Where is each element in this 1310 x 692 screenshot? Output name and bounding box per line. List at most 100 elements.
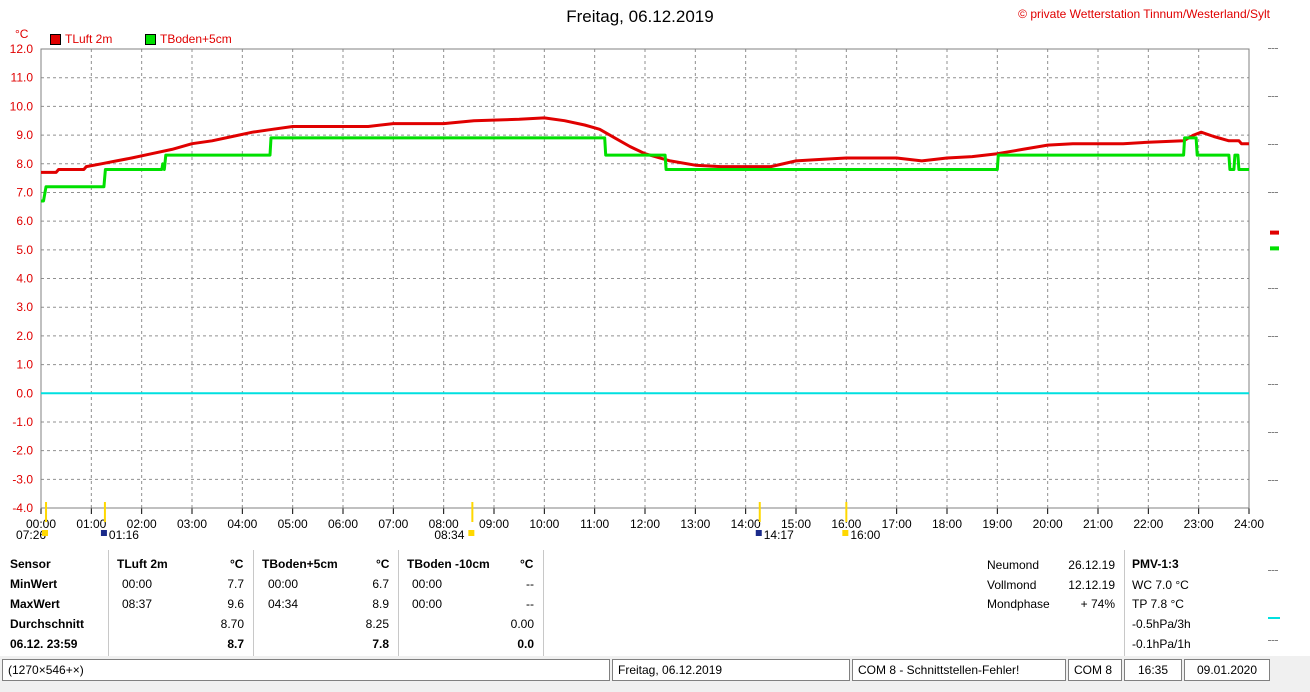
tluft-head: TLuft 2m — [117, 557, 168, 571]
legend-item-tboden: TBoden+5cm — [145, 32, 232, 46]
column-divider — [108, 550, 109, 656]
right-current-marker — [1270, 230, 1279, 235]
x-tick-label: 22:00 — [1133, 517, 1163, 531]
event-marker-label: 01:16 — [109, 528, 139, 542]
column-divider — [1124, 550, 1125, 656]
moon-label-full: Vollmond — [987, 578, 1037, 592]
status-today: 09.01.2020 — [1184, 659, 1270, 681]
y-tick-label: 4.0 — [16, 272, 33, 286]
tluft-min-value: 7.7 — [227, 577, 244, 591]
tboden5-avg-value: 8.25 — [365, 617, 389, 631]
status-error: COM 8 - Schnittstellen-Fehler! — [852, 659, 1066, 681]
column-divider — [543, 550, 544, 656]
x-tick-label: 23:00 — [1184, 517, 1214, 531]
stats-row-min: MinWert — [10, 577, 58, 591]
event-marker-label: 07:26 — [16, 528, 46, 542]
pmv-line: -0.1hPa/1h — [1132, 637, 1191, 651]
x-tick-label: 20:00 — [1033, 517, 1063, 531]
right-current-marker — [1270, 246, 1279, 251]
event-marker-box — [842, 530, 849, 536]
right-scale-tick — [1268, 96, 1278, 97]
moon-value-full: 12.12.19 — [1068, 578, 1115, 592]
x-tick-label: 13:00 — [680, 517, 710, 531]
legend-label: TLuft 2m — [65, 32, 113, 46]
status-time: 16:35 — [1124, 659, 1182, 681]
right-scale-tick — [1268, 480, 1278, 481]
x-tick-label: 03:00 — [177, 517, 207, 531]
tboden10-max-time: 00:00 — [412, 597, 443, 611]
tboden10-head: TBoden -10cm — [407, 557, 490, 571]
station-credit: © private Wetterstation Tinnum/Westerlan… — [1018, 7, 1270, 21]
series-line-tluft-2m — [41, 116, 1249, 174]
x-tick-label: 18:00 — [932, 517, 962, 531]
stats-panel: Sensor MinWert MaxWert Durchschnitt 06.1… — [0, 546, 1280, 656]
event-marker-label: 16:00 — [850, 528, 880, 542]
x-tick-label: 02:00 — [127, 517, 157, 531]
y-tick-label: 7.0 — [16, 185, 33, 199]
legend-swatch-red — [50, 33, 61, 45]
x-tick-label: 06:00 — [328, 517, 358, 531]
right-scale-tick — [1268, 570, 1278, 571]
x-tick-label: 07:00 — [378, 517, 408, 531]
tboden10-max-value: -- — [526, 597, 534, 611]
x-tick-label: 14:00 — [731, 517, 761, 531]
pmv-line: TP 7.8 °C — [1132, 597, 1184, 611]
stats-row-max: MaxWert — [10, 597, 60, 611]
status-size: (1270×546+×) — [2, 659, 610, 681]
x-tick-label: 04:00 — [227, 517, 257, 531]
right-scale-tick — [1268, 384, 1278, 385]
column-divider — [398, 550, 399, 656]
y-tick-label: 12.0 — [10, 42, 34, 56]
pmv-head: PMV-1:3 — [1132, 557, 1179, 571]
x-tick-label: 15:00 — [781, 517, 811, 531]
tluft-avg-value: 8.70 — [220, 617, 244, 631]
tboden10-min-value: -- — [526, 577, 534, 591]
tboden5-min-time: 00:00 — [268, 577, 299, 591]
y-tick-label: 6.0 — [16, 214, 33, 228]
column-divider — [253, 550, 254, 656]
status-port: COM 8 — [1068, 659, 1122, 681]
tboden5-max-time: 04:34 — [268, 597, 299, 611]
x-tick-label: 00:00 — [26, 517, 56, 531]
y-tick-label: -4.0 — [12, 501, 33, 515]
right-cyan-marker — [1268, 617, 1280, 619]
event-marker-box — [42, 530, 49, 536]
y-tick-label: -2.0 — [12, 444, 33, 458]
tboden10-min-time: 00:00 — [412, 577, 443, 591]
right-scale-tick — [1268, 48, 1278, 49]
event-marker-box — [100, 530, 107, 536]
y-unit-label: °C — [15, 27, 29, 41]
event-marker-label: 08:34 — [434, 528, 464, 542]
x-tick-label: 10:00 — [529, 517, 559, 531]
x-tick-label: 12:00 — [630, 517, 660, 531]
x-tick-label: 05:00 — [278, 517, 308, 531]
y-tick-label: 11.0 — [11, 71, 34, 85]
tluft-unit: °C — [230, 557, 244, 571]
tboden5-max-value: 8.9 — [372, 597, 389, 611]
stats-sensor-head: Sensor — [10, 557, 51, 571]
moon-value-phase: + 74% — [1080, 597, 1115, 611]
pmv-line: -0.5hPa/3h — [1132, 617, 1191, 631]
y-tick-label: 3.0 — [16, 300, 33, 314]
legend-label: TBoden+5cm — [160, 32, 232, 46]
plot-frame — [40, 48, 1250, 509]
x-tick-label: 17:00 — [882, 517, 912, 531]
y-tick-label: -3.0 — [12, 472, 33, 486]
right-scale-tick — [1268, 288, 1278, 289]
moon-value-new: 26.12.19 — [1068, 558, 1115, 572]
tboden5-min-value: 6.7 — [372, 577, 389, 591]
x-tick-label: 11:00 — [580, 517, 609, 531]
y-tick-label: 8.0 — [16, 157, 33, 171]
x-tick-label: 21:00 — [1083, 517, 1113, 531]
tluft-min-time: 00:00 — [122, 577, 153, 591]
x-tick-label: 24:00 — [1234, 517, 1264, 531]
event-marker-box — [468, 530, 475, 536]
x-tick-label: 08:00 — [429, 517, 459, 531]
moon-label-new: Neumond — [987, 558, 1040, 572]
y-tick-label: 5.0 — [16, 243, 33, 257]
temperature-chart: 12.0 11.0 10.0 9.0 8.0 7.0 6.0 5.0 4.0 3.0 2.0 1.0 0… — [10, 42, 1279, 542]
event-marker-box — [755, 530, 762, 536]
pmv-line: WC 7.0 °C — [1132, 578, 1189, 592]
x-tick-label: 16:00 — [831, 517, 861, 531]
right-scale-tick — [1268, 336, 1278, 337]
